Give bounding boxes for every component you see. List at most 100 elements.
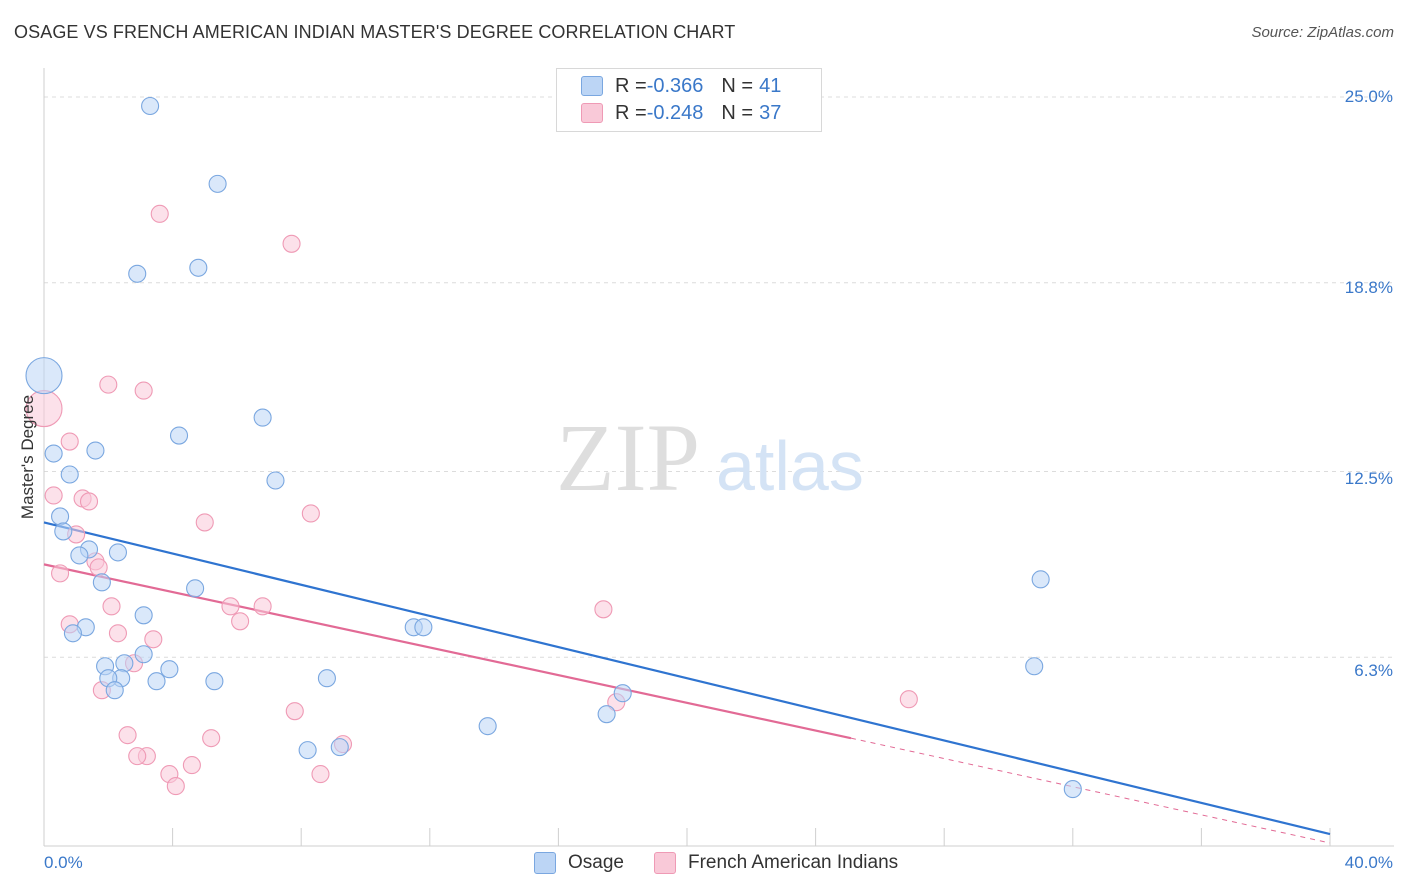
y-tick-label: 18.8% bbox=[1344, 278, 1393, 297]
french-point bbox=[108, 624, 127, 643]
osage-legend-swatch bbox=[534, 852, 556, 874]
french-r-value: -0.248 bbox=[646, 101, 704, 124]
osage-point bbox=[60, 465, 79, 484]
french-r-label: R = bbox=[615, 101, 647, 124]
osage-point bbox=[330, 738, 349, 757]
french-point bbox=[221, 597, 240, 616]
osage-point bbox=[189, 258, 208, 277]
french-point bbox=[44, 486, 63, 505]
french-point bbox=[285, 702, 304, 721]
french-point bbox=[144, 630, 163, 649]
y-tick-label: 6.3% bbox=[1354, 661, 1393, 680]
legend-item-french[interactable]: French American Indians bbox=[654, 852, 898, 874]
osage-point bbox=[128, 264, 147, 283]
y-axis-label: Master's Degree bbox=[18, 394, 37, 520]
osage-point bbox=[414, 618, 433, 637]
french-n-value: 37 bbox=[759, 101, 782, 124]
osage-point bbox=[105, 681, 124, 700]
osage-point bbox=[108, 543, 127, 562]
french-swatch bbox=[581, 103, 603, 123]
osage-point bbox=[70, 546, 89, 565]
french-point bbox=[89, 558, 108, 577]
osage-points bbox=[25, 96, 1082, 799]
trend-lines bbox=[43, 521, 1331, 844]
legend-row-french: R = -0.248 N = 37 bbox=[581, 100, 781, 126]
osage-point bbox=[25, 357, 63, 395]
french-point bbox=[51, 564, 70, 583]
osage-point bbox=[92, 573, 111, 592]
french-point bbox=[202, 729, 221, 748]
osage-point bbox=[1025, 657, 1044, 676]
osage-point bbox=[1063, 780, 1082, 799]
x-tick-label: 40.0% bbox=[1344, 853, 1393, 872]
osage-point bbox=[44, 444, 63, 463]
grid-lines bbox=[44, 96, 1394, 658]
osage-point bbox=[205, 672, 224, 691]
french-point bbox=[150, 204, 169, 223]
osage-point bbox=[186, 579, 205, 598]
osage-r-label: R = bbox=[615, 74, 647, 97]
source-label: Source: ZipAtlas.com bbox=[1251, 24, 1394, 41]
osage-point bbox=[115, 654, 134, 673]
french-trend-extension bbox=[850, 737, 1331, 844]
osage-point bbox=[54, 522, 73, 541]
osage-point bbox=[160, 660, 179, 679]
french-point bbox=[79, 492, 99, 511]
french-point bbox=[899, 690, 918, 709]
french-point bbox=[166, 777, 185, 796]
osage-point bbox=[253, 408, 272, 427]
french-points bbox=[25, 204, 918, 796]
osage-swatch bbox=[581, 76, 603, 96]
osage-point bbox=[597, 705, 616, 724]
osage-point bbox=[1031, 570, 1050, 589]
osage-point bbox=[169, 426, 189, 445]
osage-r-value: -0.366 bbox=[646, 74, 704, 97]
legend-item-osage[interactable]: Osage bbox=[534, 852, 624, 874]
watermark-zip: ZIP bbox=[556, 404, 700, 511]
french-point bbox=[102, 597, 121, 616]
french-point bbox=[282, 234, 301, 253]
french-point bbox=[99, 375, 118, 394]
osage-point bbox=[298, 741, 317, 760]
french-legend-swatch bbox=[654, 852, 676, 874]
french-point bbox=[311, 765, 330, 784]
osage-point bbox=[63, 624, 82, 643]
osage-point bbox=[317, 669, 336, 688]
french-point bbox=[594, 600, 613, 619]
french-point bbox=[118, 726, 137, 745]
osage-n-label: N = bbox=[721, 74, 754, 97]
french-legend-label: French American Indians bbox=[688, 852, 899, 873]
french-point bbox=[253, 597, 272, 616]
osage-point bbox=[208, 174, 227, 193]
osage-point bbox=[478, 717, 497, 736]
french-point bbox=[60, 432, 79, 451]
osage-point bbox=[613, 684, 632, 703]
french-trend-line bbox=[43, 563, 852, 740]
osage-point bbox=[86, 441, 105, 460]
watermark-atlas: atlas bbox=[716, 427, 864, 505]
french-point bbox=[134, 381, 153, 400]
osage-point bbox=[147, 672, 166, 691]
french-point bbox=[195, 513, 214, 532]
axes bbox=[43, 68, 1394, 847]
osage-point bbox=[266, 471, 285, 490]
osage-point bbox=[134, 606, 153, 625]
osage-trend-line bbox=[43, 521, 1331, 836]
osage-point bbox=[141, 96, 160, 116]
legend-row-osage: R = -0.366 N = 41 bbox=[581, 73, 781, 99]
french-point bbox=[301, 504, 320, 523]
osage-legend-label: Osage bbox=[568, 852, 624, 873]
french-n-label: N = bbox=[721, 101, 754, 124]
french-point bbox=[128, 747, 147, 766]
chart-title: OSAGE VS FRENCH AMERICAN INDIAN MASTER'S… bbox=[14, 22, 736, 42]
osage-n-value: 41 bbox=[759, 74, 782, 97]
french-point bbox=[231, 612, 250, 631]
x-tick-label: 0.0% bbox=[44, 853, 83, 872]
stats-legend: R = -0.366 N = 41 R = -0.248 N = 37 bbox=[556, 68, 822, 132]
y-tick-label: 25.0% bbox=[1344, 87, 1393, 106]
french-point bbox=[182, 756, 201, 775]
osage-point bbox=[134, 645, 153, 664]
osage-point bbox=[51, 507, 70, 526]
y-tick-label: 12.5% bbox=[1344, 469, 1393, 488]
